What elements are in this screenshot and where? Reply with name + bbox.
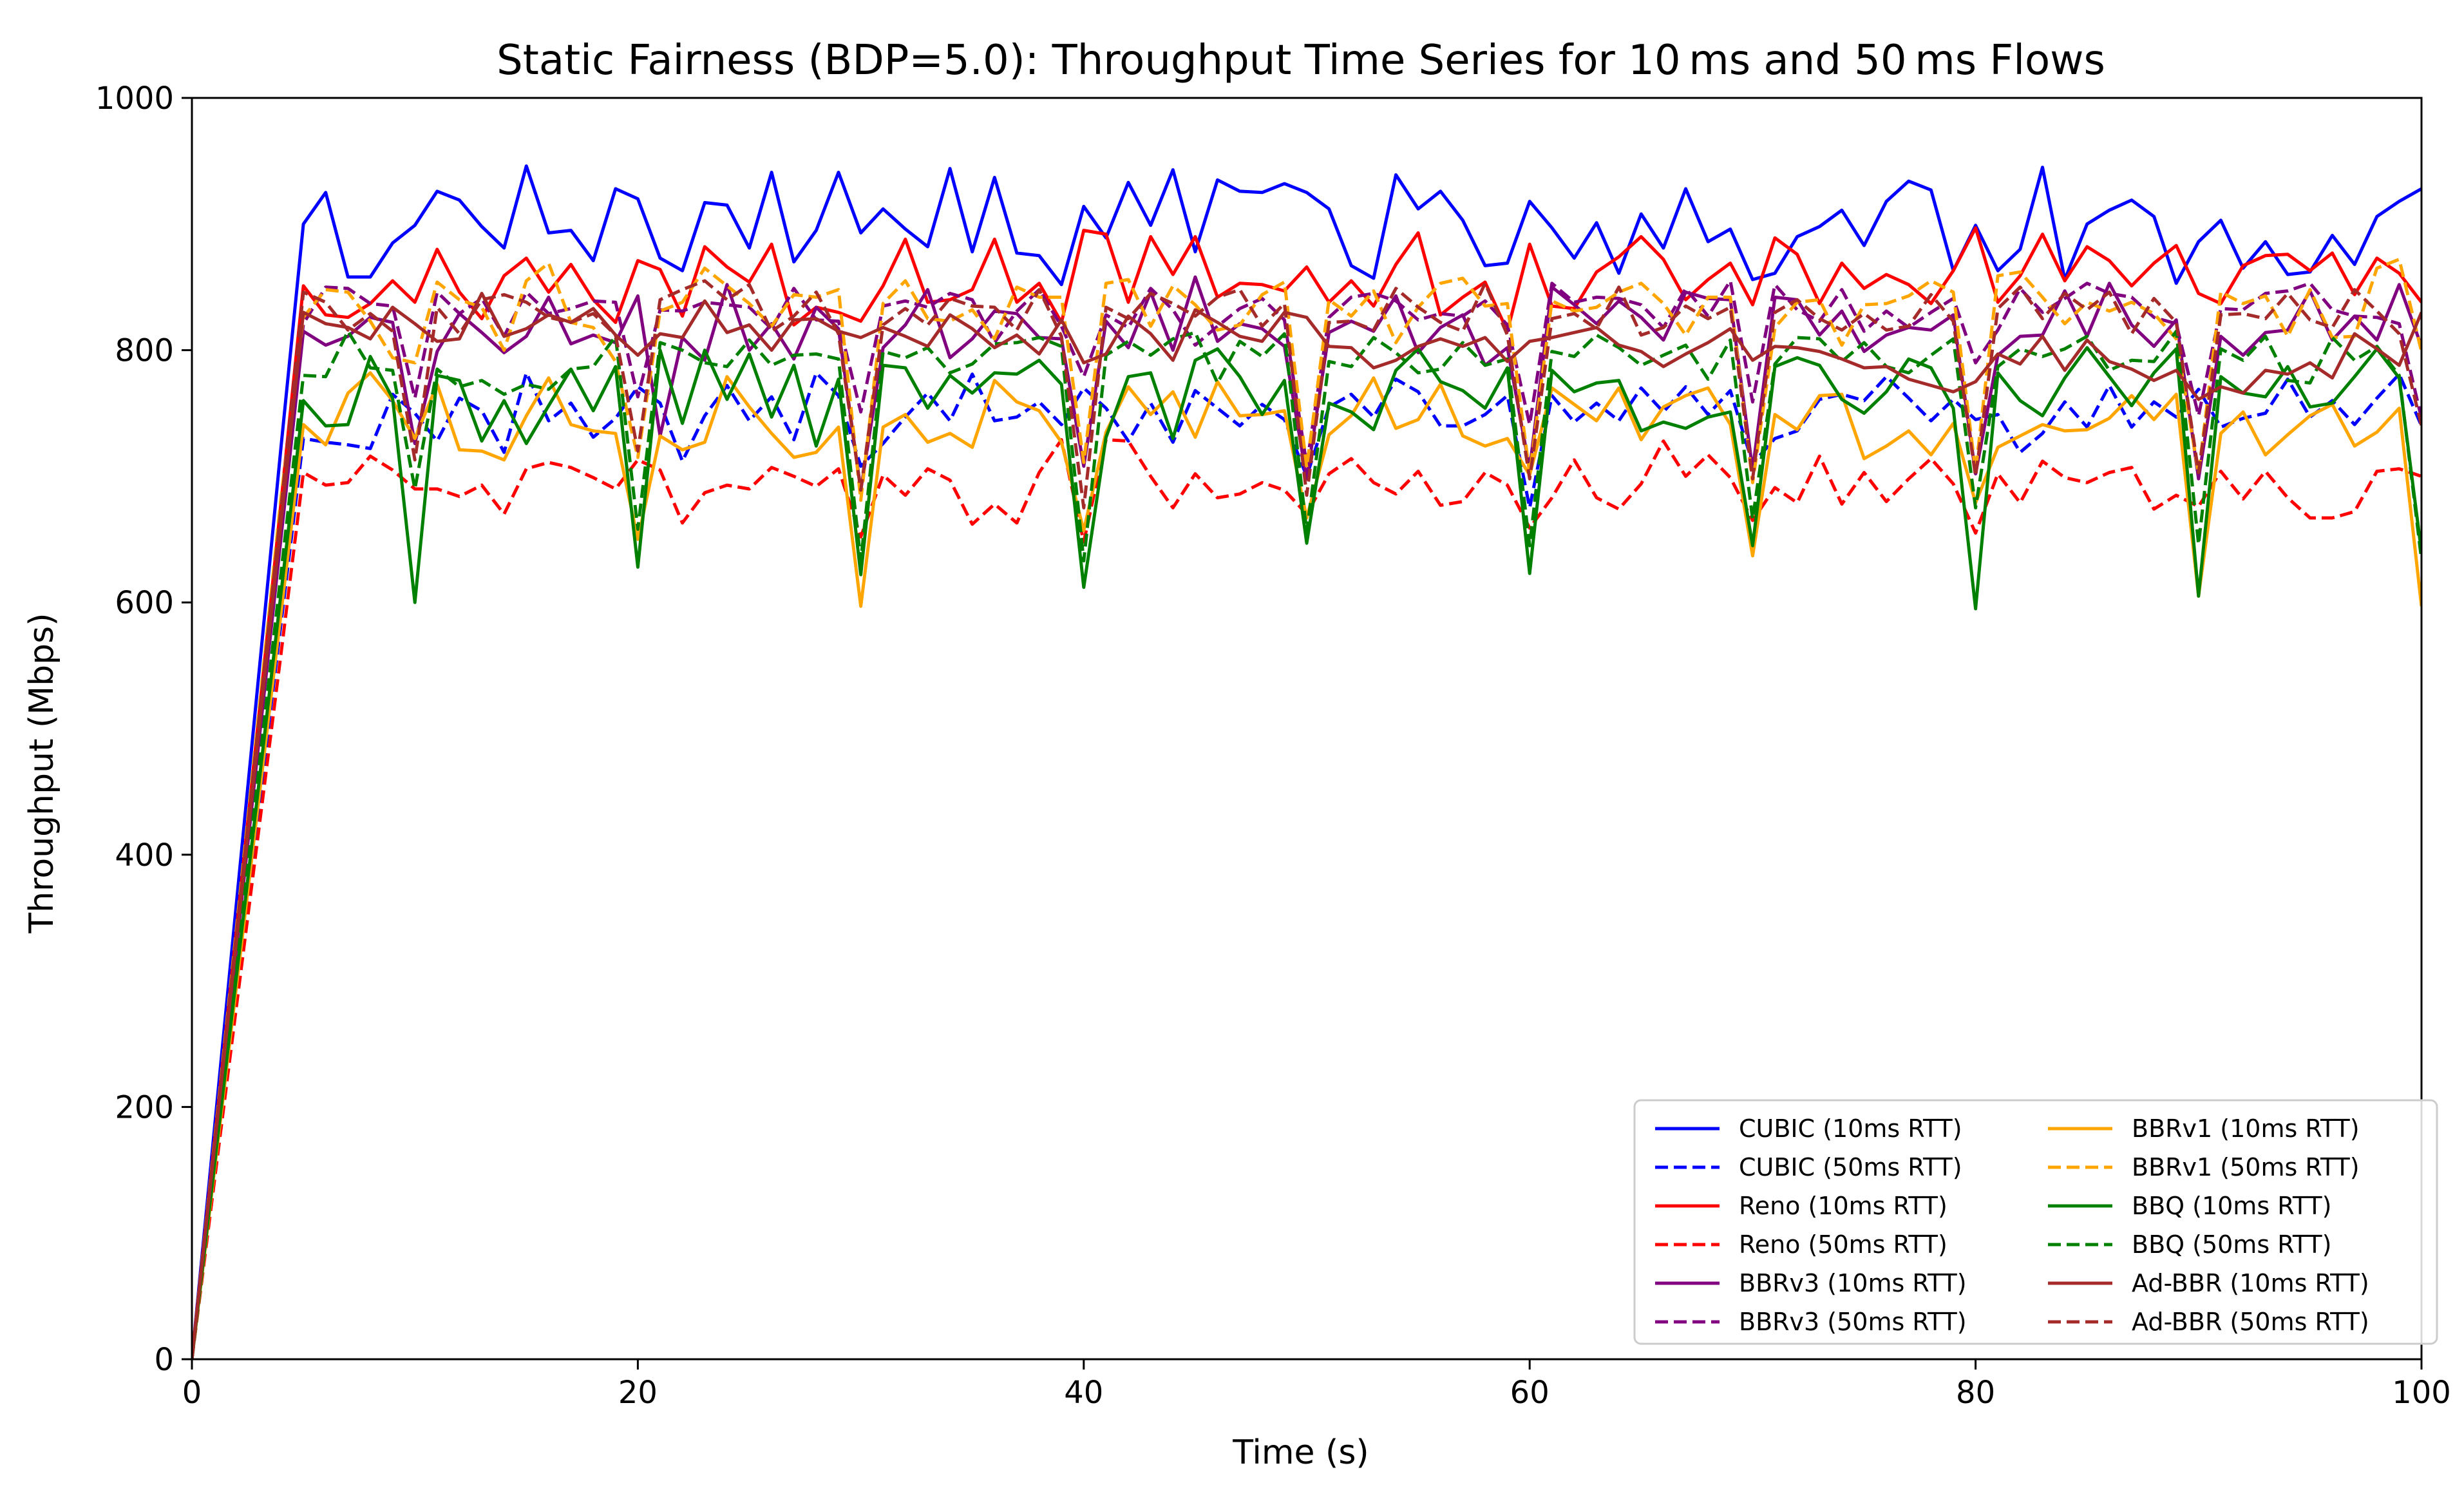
plot-area-frame [191,97,2423,1361]
legend-label: Reno (50ms RTT) [1739,1230,1948,1259]
x-tick-label: 60 [1510,1375,1549,1411]
legend-label: BBRv3 (10ms RTT) [1739,1269,1967,1297]
y-tick-label: 200 [115,1089,174,1125]
legend-label: BBRv1 (50ms RTT) [2132,1153,2360,1181]
x-tick-label: 0 [182,1375,202,1411]
series-line-bbrv1-50ms-rtt [192,258,2421,1359]
x-axis: 0 20 40 60 80 100 [182,1359,2451,1411]
legend-label: Ad-BBR (50ms RTT) [2132,1308,2369,1336]
y-axis: 0 200 400 600 800 1000 [95,81,192,1378]
chart-title: Static Fairness (BDP=5.0): Throughput Ti… [497,37,2105,84]
legend-label: Ad-BBR (10ms RTT) [2132,1269,2369,1297]
y-axis-label: Throughput (Mbps) [23,613,61,933]
legend-label: BBQ (50ms RTT) [2132,1230,2331,1259]
y-tick-label: 400 [115,837,174,874]
series-line-bbq-10ms-rtt [192,346,2421,1359]
x-tick-label: 100 [2392,1375,2451,1411]
x-tick-label: 40 [1064,1375,1103,1411]
series-line-ad-bbr-50ms-rtt [192,279,2421,1359]
legend-label: BBQ (10ms RTT) [2132,1192,2331,1220]
series-line-cubic-10ms-rtt [192,164,2421,1359]
series-line-bbq-50ms-rtt [192,329,2421,1359]
y-tick-label: 600 [115,585,174,621]
x-axis-label: Time (s) [1232,1433,1369,1472]
series-line-bbrv3-10ms-rtt [192,275,2421,1359]
x-tick-label: 80 [1956,1375,1995,1411]
legend-label: BBRv1 (10ms RTT) [2132,1114,2360,1143]
legend-label: CUBIC (10ms RTT) [1739,1114,1962,1143]
legend-box [1633,1099,2438,1345]
legend-label: Reno (10ms RTT) [1739,1192,1948,1220]
y-tick-label: 0 [154,1342,174,1378]
x-tick-label: 20 [618,1375,658,1411]
series-line-reno-10ms-rtt [192,226,2421,1359]
y-tick-label: 1000 [95,81,174,117]
series-layer [192,164,2421,1359]
y-tick-label: 800 [115,333,174,369]
legend-label: CUBIC (50ms RTT) [1739,1153,1962,1181]
legend-label: BBRv3 (50ms RTT) [1739,1308,1967,1336]
legend: CUBIC (10ms RTT) CUBIC (50ms RTT) Reno (10… [1633,1099,2438,1345]
